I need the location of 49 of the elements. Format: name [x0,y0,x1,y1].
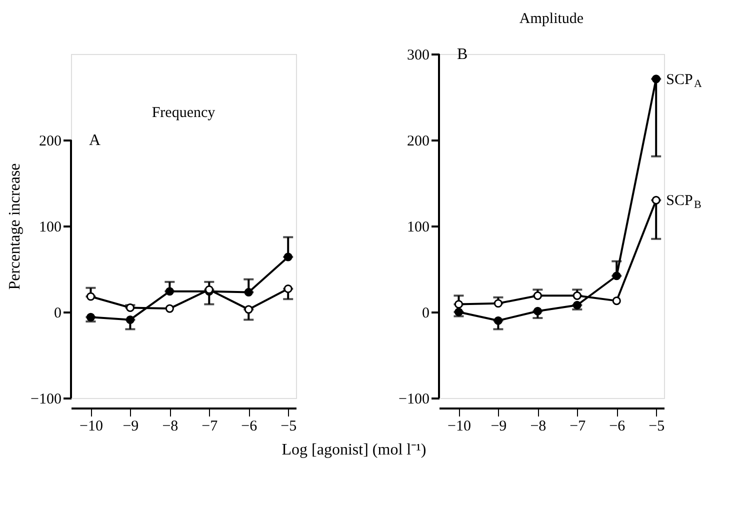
x-tick-label: −7 [202,418,218,434]
point [533,306,542,316]
point [244,305,253,314]
point [533,291,542,300]
x-tick-label: −8 [530,418,546,434]
point [652,196,660,204]
x-tick-label: −6 [241,418,258,434]
x-tick-label: −5 [280,418,297,434]
point [454,308,464,316]
x-tick-label: −7 [570,418,586,434]
point [284,284,292,294]
x-axis-title: Log [agonist] (mol l⁻¹) [282,442,426,458]
y-tick-label: 0 [54,306,62,322]
y-tick-label: 0 [422,306,430,322]
y-tick-label: 200 [407,134,430,150]
annotation: B [457,46,468,63]
point [572,291,582,300]
x-tick-label: −10 [448,418,471,434]
y-tick-label: 100 [39,220,62,236]
point [612,296,621,306]
point [454,300,464,309]
point [126,315,134,324]
y-tick-label: −100 [30,392,62,408]
x-tick-label: −6 [609,418,626,434]
point [165,304,174,313]
x-tick-label: −10 [80,418,103,434]
point [165,287,174,296]
point [86,292,96,301]
y-tick-label: 300 [407,48,430,64]
annotation: A [89,132,101,149]
point [86,312,96,322]
y-tick-label: −100 [398,392,430,408]
chart-title: Amplitude [519,11,584,27]
point [494,299,502,308]
y-tick-label: 100 [407,220,430,236]
x-tick-label: −5 [648,418,665,434]
x-tick-label: −9 [122,418,139,434]
point [494,316,502,325]
chart-title: Frequency [152,105,216,121]
point [244,288,253,296]
point [284,252,292,262]
x-tick-label: −9 [490,418,507,434]
point [126,303,134,312]
point [572,300,582,310]
point [652,74,660,84]
y-tick-label: 200 [39,134,62,150]
x-tick-label: −8 [162,418,178,434]
y-axis-title: Percentage increase [6,163,24,290]
point [612,272,621,280]
